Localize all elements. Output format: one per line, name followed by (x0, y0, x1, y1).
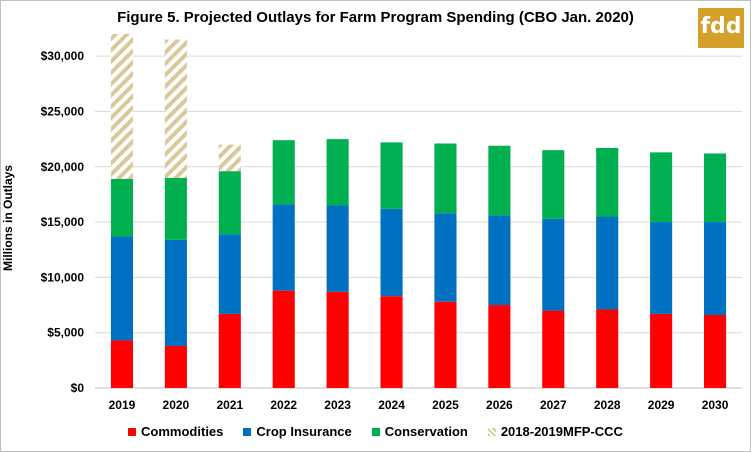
bar-conservation-2020 (164, 177, 187, 240)
bar-conservation-2027 (542, 150, 565, 219)
bar-crop-insurance-2020 (164, 239, 187, 346)
bar-commodities-2029 (650, 313, 673, 388)
bar-crop-insurance-2019 (110, 236, 134, 341)
bar-2018-2019mfp-ccc-2020 (164, 39, 187, 178)
bar-conservation-2026 (488, 145, 511, 216)
bar-conservation-2022 (272, 140, 295, 205)
bar-2018-2019mfp-ccc-2019 (110, 34, 134, 179)
bar-commodities-2023 (326, 291, 349, 388)
bar-crop-insurance-2026 (488, 215, 511, 306)
bar-crop-insurance-2029 (650, 222, 673, 314)
bar-crop-insurance-2025 (434, 213, 457, 302)
fdd-logo: fdd (698, 8, 744, 48)
legend-label: Conservation (384, 424, 468, 439)
legend-item: Crop Insurance (243, 424, 352, 439)
bar-crop-insurance-2023 (326, 205, 349, 292)
y-tick-label: $0 (71, 381, 85, 395)
chart-title: Figure 5. Projected Outlays for Farm Pro… (117, 9, 634, 26)
bar-conservation-2023 (326, 139, 349, 206)
legend-swatch (371, 427, 380, 436)
legend-swatch (487, 427, 496, 436)
bar-crop-insurance-2030 (703, 222, 727, 315)
bar-crop-insurance-2021 (218, 234, 241, 314)
bar-commodities-2027 (542, 310, 565, 388)
bar-crop-insurance-2027 (542, 218, 565, 311)
chart-legend: Commodities Crop Insurance Conservation 201… (0, 424, 751, 439)
bar-commodities-2030 (703, 314, 727, 388)
bar-conservation-2021 (218, 171, 241, 235)
legend-swatch (128, 427, 137, 436)
bar-commodities-2024 (380, 296, 403, 388)
x-tick-label: 2021 (216, 398, 243, 412)
x-tick-label: 2019 (109, 398, 136, 412)
x-tick-label: 2029 (648, 398, 675, 412)
bar-conservation-2028 (596, 147, 619, 217)
legend-label: 2018-2019MFP-CCC (500, 424, 623, 439)
x-tick-label: 2020 (163, 398, 190, 412)
bar-commodities-2019 (110, 340, 134, 388)
y-tick-label: $25,000 (41, 104, 85, 118)
legend-item: 2018-2019MFP-CCC (487, 424, 623, 439)
y-tick-label: $20,000 (41, 160, 85, 174)
bar-conservation-2030 (703, 153, 727, 223)
bar-conservation-2019 (110, 178, 134, 237)
y-tick-label: $10,000 (41, 270, 85, 284)
bar-commodities-2021 (218, 313, 241, 388)
y-tick-label: $5,000 (47, 326, 84, 340)
bar-commodities-2025 (434, 301, 457, 388)
bar-commodities-2022 (272, 290, 295, 388)
bar-commodities-2020 (164, 345, 187, 388)
legend-swatch (243, 427, 252, 436)
x-tick-label: 2022 (270, 398, 297, 412)
x-tick-label: 2024 (378, 398, 405, 412)
bar-crop-insurance-2028 (596, 216, 619, 310)
bar-commodities-2028 (596, 309, 619, 388)
bar-crop-insurance-2022 (272, 204, 295, 291)
x-tick-label: 2030 (702, 398, 729, 412)
legend-item: Commodities (128, 424, 223, 439)
x-tick-label: 2023 (324, 398, 351, 412)
x-tick-label: 2026 (486, 398, 513, 412)
x-tick-label: 2028 (594, 398, 621, 412)
y-tick-label: $30,000 (41, 49, 85, 63)
bar-conservation-2025 (434, 143, 457, 214)
bar-crop-insurance-2024 (380, 208, 403, 297)
bar-2018-2019mfp-ccc-2021 (218, 144, 241, 172)
y-tick-label: $15,000 (41, 215, 85, 229)
bar-commodities-2026 (488, 305, 511, 388)
x-tick-label: 2027 (540, 398, 567, 412)
bar-conservation-2024 (380, 142, 403, 209)
legend-label: Commodities (141, 424, 224, 439)
legend-item: Conservation (371, 424, 468, 439)
legend-label: Crop Insurance (256, 424, 352, 439)
bar-conservation-2029 (650, 152, 673, 223)
x-tick-label: 2025 (432, 398, 459, 412)
